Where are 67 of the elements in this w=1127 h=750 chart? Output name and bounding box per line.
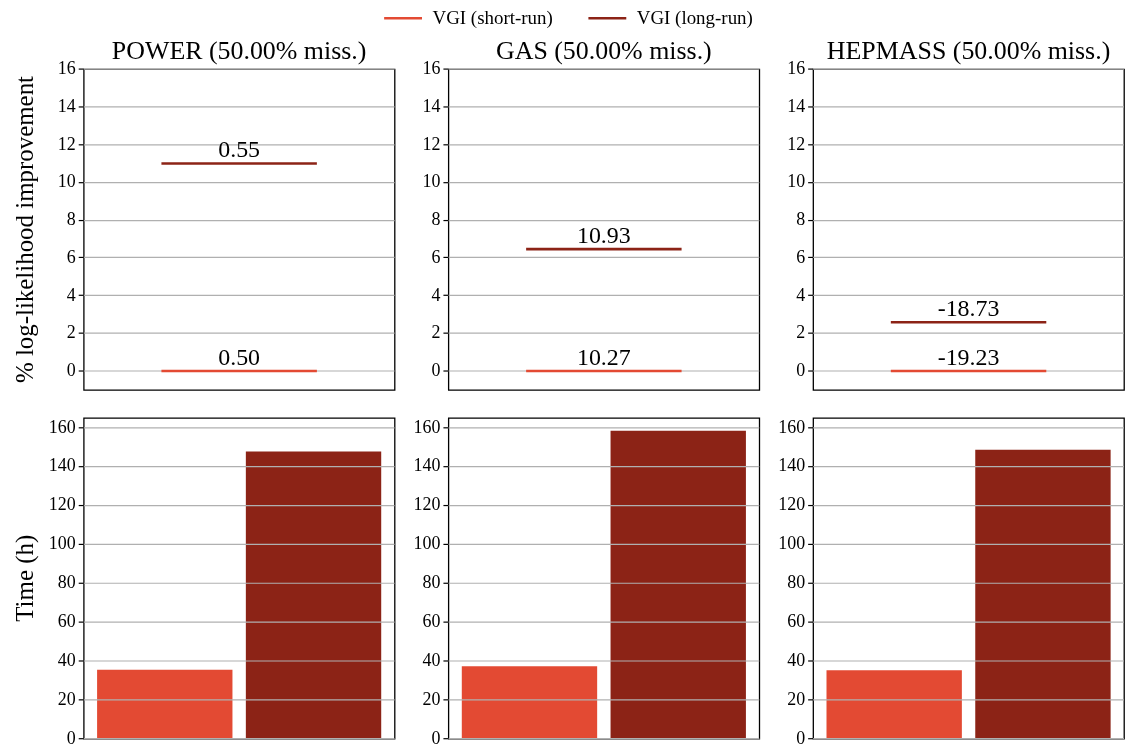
y-tick-label: 8 xyxy=(66,209,76,230)
legend-label: VGI (short-run) xyxy=(432,7,553,30)
annotation: -19.23 xyxy=(937,344,1000,371)
y-tick-label: 120 xyxy=(48,494,76,515)
y-tick-label: 80 xyxy=(422,572,441,593)
y-tick-label: 4 xyxy=(66,284,76,305)
y-tick-label: 6 xyxy=(66,246,76,267)
y-tick-label: 160 xyxy=(778,416,806,437)
y-tick-label: 20 xyxy=(422,688,441,709)
y-tick-label: 40 xyxy=(57,649,76,670)
y-tick-label: 140 xyxy=(413,455,441,476)
y-tick-label: 60 xyxy=(57,611,76,632)
legend-label: VGI (long-run) xyxy=(636,7,753,30)
y-tick-label: 16 xyxy=(422,58,441,79)
y-tick-label: 12 xyxy=(57,133,76,154)
y-tick-label: 40 xyxy=(422,649,441,670)
y-tick-label: 16 xyxy=(57,58,76,79)
y-tick-label: 2 xyxy=(796,322,806,343)
y-tick-label: 80 xyxy=(787,572,806,593)
annotation: 0.55 xyxy=(218,136,261,163)
y-tick-label: 2 xyxy=(431,322,441,343)
y-tick-label: 0 xyxy=(66,727,76,748)
annotation: -18.73 xyxy=(937,295,1000,322)
chart-title: POWER (50.00% miss.) xyxy=(111,36,367,66)
y-tick-label: 60 xyxy=(787,611,806,632)
y-tick-label: 6 xyxy=(796,246,806,267)
y-tick-label: 4 xyxy=(431,284,441,305)
y-tick-label: 140 xyxy=(48,455,76,476)
y-tick-label: 12 xyxy=(787,133,806,154)
y-tick-label: 14 xyxy=(787,95,806,116)
y-tick-label: 10 xyxy=(422,171,441,192)
y-tick-label: 0 xyxy=(796,727,806,748)
y-tick-label: 6 xyxy=(431,246,441,267)
y-tick-label: 160 xyxy=(413,416,441,437)
y-tick-label: 100 xyxy=(413,533,441,554)
y-tick-label: 100 xyxy=(778,533,806,554)
y-tick-label: 0 xyxy=(796,360,806,381)
y-tick-label: 0 xyxy=(66,360,76,381)
y-tick-label: 12 xyxy=(422,133,441,154)
y-tick-label: 140 xyxy=(778,455,806,476)
annotation: 10.27 xyxy=(576,344,631,371)
y-tick-label: 2 xyxy=(66,322,76,343)
y-tick-label: 60 xyxy=(422,611,441,632)
y-tick-label: 120 xyxy=(413,494,441,515)
annotation: 0.50 xyxy=(218,344,261,371)
y-tick-label: 8 xyxy=(431,209,441,230)
y-tick-label: 16 xyxy=(787,58,806,79)
y-tick-label: 160 xyxy=(48,416,76,437)
y-tick-label: 40 xyxy=(787,649,806,670)
y-tick-label: 10 xyxy=(787,171,806,192)
y-tick-label: 14 xyxy=(57,95,76,116)
y-tick-label: 100 xyxy=(48,533,76,554)
y-tick-label: 20 xyxy=(787,688,806,709)
y-axis-title: Time (h) xyxy=(10,534,39,622)
y-tick-label: 0 xyxy=(431,360,441,381)
chart-title: HEPMASS (50.00% miss.) xyxy=(826,36,1111,66)
y-tick-label: 10 xyxy=(57,171,76,192)
chart-title: GAS (50.00% miss.) xyxy=(495,36,712,66)
y-tick-label: 4 xyxy=(796,284,806,305)
annotation: 10.93 xyxy=(576,222,631,249)
y-tick-label: 0 xyxy=(431,727,441,748)
y-tick-label: 14 xyxy=(422,95,441,116)
y-tick-label: 20 xyxy=(57,688,76,709)
y-tick-label: 120 xyxy=(778,494,806,515)
y-tick-label: 8 xyxy=(796,209,806,230)
y-axis-title: % log-likelihood improvement xyxy=(10,75,38,384)
y-tick-label: 80 xyxy=(57,572,76,593)
